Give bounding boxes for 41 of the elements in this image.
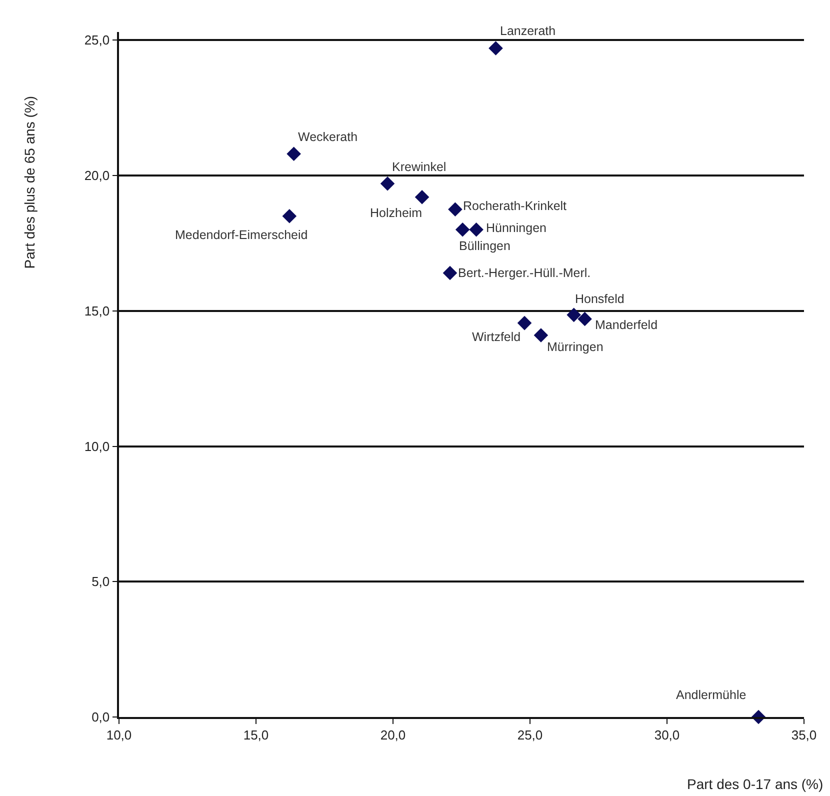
y-tick-label: 10,0 <box>84 438 110 454</box>
point <box>566 308 581 322</box>
x-tick-label: 20,0 <box>380 727 406 742</box>
point <box>517 316 532 330</box>
point <box>282 208 297 224</box>
annotation: Büllingen <box>459 239 510 253</box>
point <box>286 146 301 161</box>
point <box>488 41 503 56</box>
point <box>414 190 430 204</box>
point <box>469 222 484 237</box>
y-tick-label: 20,0 <box>84 168 110 184</box>
x-tick-label: 15,0 <box>243 727 269 742</box>
annotation: Rocherath-Krinkelt <box>463 199 568 213</box>
x-axis-title: Part des 0-17 ans (%) <box>687 776 824 792</box>
annotation: Andlermühle <box>676 688 746 702</box>
y-tick-label: 0,0 <box>92 710 110 725</box>
annotation: Holzheim <box>370 206 422 220</box>
point <box>534 328 548 342</box>
annotation: Krewinkel <box>392 160 446 174</box>
annotation: Mürringen <box>547 340 604 354</box>
annotation: Lanzerath <box>500 24 556 38</box>
annotation: Hünningen <box>486 221 547 235</box>
y-tick-label: 15,0 <box>84 303 110 318</box>
x-tick-label: 35,0 <box>791 727 817 742</box>
x-tick-label: 30,0 <box>654 727 680 742</box>
point <box>578 312 592 326</box>
y-tick-label: 5,0 <box>92 574 110 590</box>
y-axis-title: Part des plus de 65 ans (%) <box>21 96 38 269</box>
annotation: Honsfeld <box>575 292 624 306</box>
point <box>380 176 395 191</box>
annotation: Manderfeld <box>595 318 658 332</box>
annotation: Medendorf-Eimerscheid <box>175 228 308 242</box>
point <box>448 202 462 216</box>
point <box>442 266 458 280</box>
x-tick-label: 10,0 <box>106 727 132 742</box>
y-tick-label: 25,0 <box>84 32 110 48</box>
point <box>455 222 470 237</box>
x-tick-label: 25,0 <box>517 727 543 742</box>
annotation: Wirtzfeld <box>472 330 521 344</box>
annotation: Weckerath <box>298 130 358 144</box>
annotation: Bert.-Herger.-Hüll.-Merl. <box>458 266 591 280</box>
